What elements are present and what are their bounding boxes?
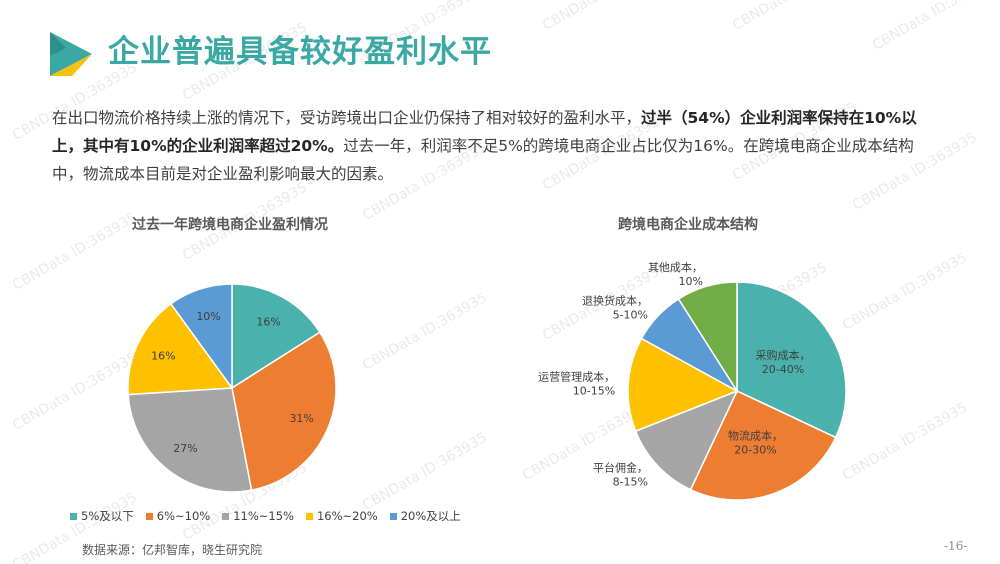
legend-swatch [389,512,397,520]
legend-item: 6%~10% [145,508,211,524]
summary-text-bold: 过半（54%）企业利润率保持在10%以上，其中有10%的企业利润率超过20%。 [52,109,917,155]
pie-data-label: 物流成本， 20-30% [728,428,783,456]
pie-slice [689,390,837,501]
cost-chart-title: 跨境电商企业成本结构 [618,217,758,233]
logo-play-icon [50,32,92,76]
pie-data-label: 其他成本， 10% [648,260,703,288]
page-title: 企业普遍具备较好盈利水平 [108,34,492,70]
pie-slice [736,281,847,439]
legend-item: 11%~15% [222,508,294,524]
pie-slice [627,337,739,433]
pie-data-label: 16% [256,315,280,328]
legend-item: 20%及以上 [389,508,461,524]
summary-text-1: 在出口物流价格持续上涨的情况下，受访跨境出口企业仍保持了相对较好的盈利水平， [52,109,642,127]
summary-paragraph: 在出口物流价格持续上涨的情况下，受访跨境出口企业仍保持了相对较好的盈利水平，过半… [52,104,932,188]
legend-swatch [145,512,153,520]
pie-data-label: 退换货成本， 5-10% [582,293,648,321]
pie-slice [677,281,738,394]
page-number: -16- [944,539,968,553]
legend-swatch [222,512,230,520]
profit-chart-title: 过去一年跨境电商企业盈利情况 [132,217,328,233]
pie-data-label: 27% [173,442,197,455]
pie-data-label: 采购成本， 20-40% [756,348,811,376]
pie-slice [231,283,321,390]
legend-swatch [305,512,313,520]
legend-label: 20%及以上 [400,509,461,523]
legend-item: 16%~20% [305,508,378,524]
legend-label: 11%~15% [233,509,294,523]
pie-slice [231,331,337,492]
summary-text-2: 过去一年，利润率不足5%的跨境电商企业占比仅为16%。在跨境电商企业成本结构中，… [52,137,914,183]
profit-chart-legend: 5%及以下 6%~10% 11%~15% 16%~20% 20%及以上 [70,508,461,524]
legend-item: 5%及以下 [70,508,134,524]
legend-swatch [70,512,77,520]
pie-data-label: 平台佣金， 8-15% [593,461,648,489]
legend-label: 6%~10% [156,509,211,523]
pie-slice [127,302,234,396]
pie-data-label: 运营管理成本， 10-15% [538,369,615,397]
pie-slice [634,389,739,491]
legend-label: 5%及以下 [81,509,134,523]
pie-slice [169,283,233,391]
data-source: 数据来源：亿邦智库，晓生研究院 [82,543,263,557]
pie-data-label: 10% [196,310,220,323]
legend-label: 16%~20% [316,509,378,523]
pie-data-label: 16% [151,350,175,363]
pie-slice [127,387,253,493]
pie-data-label: 31% [289,412,313,425]
